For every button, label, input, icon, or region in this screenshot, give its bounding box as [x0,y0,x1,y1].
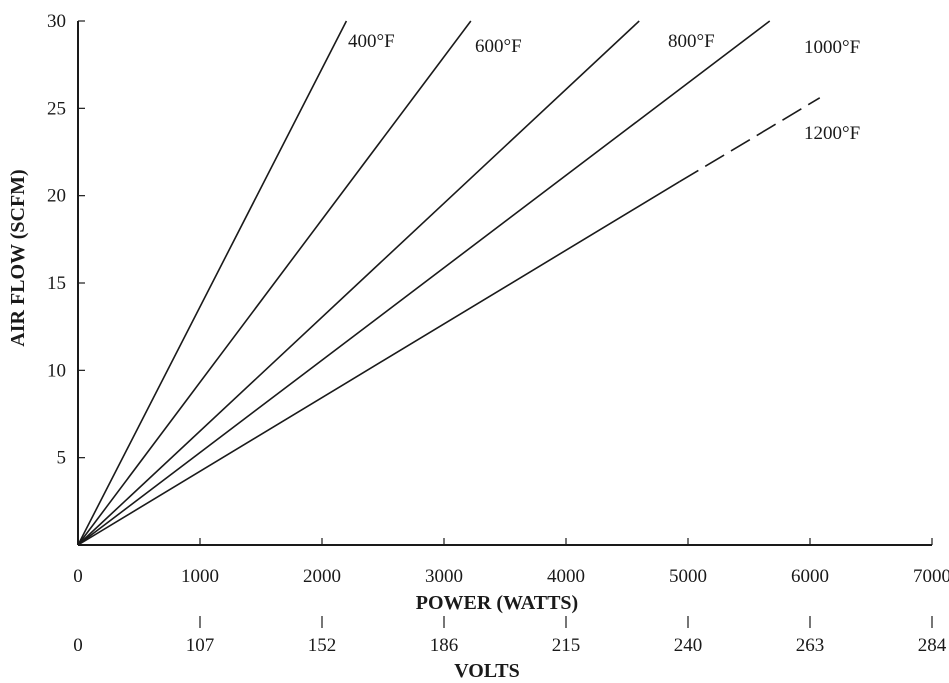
y-tick-label: 30 [47,11,66,32]
labels: 400°F 600°F 800°F 1000°F 1200°F [348,31,860,144]
x-tick-label: 0 [73,566,83,587]
volts-tick-label: 186 [430,635,459,656]
volts-tick-label: 240 [674,635,703,656]
series-label-1000f: 1000°F [804,37,860,58]
series-label-400f: 400°F [348,31,395,52]
x-tick-label: 2000 [303,566,341,587]
y-tick-label: 15 [47,273,66,294]
y-axis-title: AIR FLOW (SCFM) [7,169,29,346]
x-tick-label: 4000 [547,566,585,587]
volts-tick-label: 152 [308,635,337,656]
series-line-1200f [77,181,680,546]
series-line-600f [77,20,472,546]
y-tick-label: 10 [47,360,66,381]
y-tick-label: 5 [57,448,67,469]
series-line-1000f [77,20,771,546]
volts-tick-label: 284 [918,635,947,656]
series-label-600f: 600°F [475,36,522,57]
x-tick-label: 6000 [791,566,829,587]
volts-axis-title: VOLTS [454,660,520,682]
volts-tick-label: 0 [73,635,83,656]
x-axis-title: POWER (WATTS) [416,592,578,614]
y-tick-label: 20 [47,186,66,207]
series-line-800f [77,20,640,546]
x-tick-label: 3000 [425,566,463,587]
volts-tick-label: 107 [186,635,215,656]
series-line-400f [77,20,348,546]
x-tick-label: 1000 [181,566,219,587]
series-label-800f: 800°F [668,31,715,52]
x-tick-label: 7000 [913,566,949,587]
x-tick-label: 5000 [669,566,707,587]
series-label-1200f: 1200°F [804,123,860,144]
volts-tick-label: 263 [796,635,825,656]
series-group [77,20,821,546]
volts-tick-label: 215 [552,635,581,656]
y-tick-label: 25 [47,98,66,119]
series-line-1200f-dashed [679,97,821,183]
